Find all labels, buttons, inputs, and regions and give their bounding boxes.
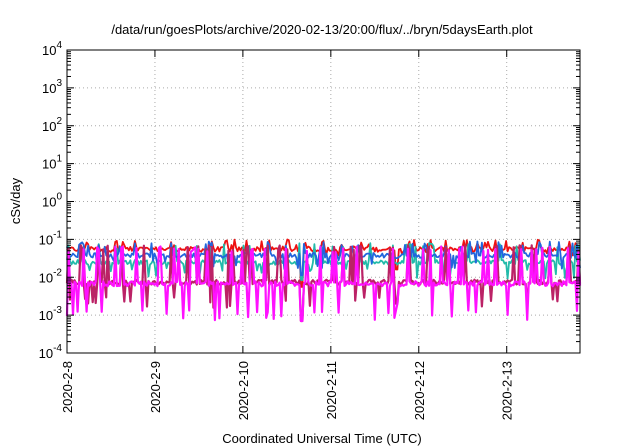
series-layer: [65, 238, 582, 323]
y-tick-label: 10-2: [39, 267, 63, 285]
x-tick-label: 2020-2-11: [324, 361, 339, 419]
chart-title: /data/run/goesPlots/archive/2020-02-13/2…: [111, 22, 533, 37]
y-axis: 10-4 10-3 10-2 10-1 100 101 102 103 104: [39, 40, 580, 361]
y-tick-label: 101: [42, 154, 62, 172]
x-tick-label: 2020-2-10: [236, 361, 251, 420]
y-axis-label: cSv/day: [8, 177, 23, 224]
x-tick-label: 2020-2-12: [412, 361, 427, 420]
x-tick-label: 2020-2-8: [60, 361, 75, 413]
y-tick-label: 103: [42, 78, 62, 96]
y-tick-label: 104: [42, 40, 62, 58]
y-tick-label: 10-4: [39, 343, 63, 361]
y-tick-label: 10-3: [39, 305, 63, 323]
y-tick-label: 10-1: [39, 229, 63, 247]
x-tick-label: 2020-2-13: [500, 361, 515, 420]
x-tick-label: 2020-2-9: [148, 361, 163, 413]
y-tick-label: 100: [42, 192, 62, 210]
x-axis: 2020-2-8 2020-2-9 2020-2-10 2020-2-11 2020-2…: [60, 50, 515, 420]
series-line: [65, 245, 582, 323]
y-tick-label: 102: [42, 116, 62, 134]
x-axis-label: Coordinated Universal Time (UTC): [222, 431, 421, 446]
